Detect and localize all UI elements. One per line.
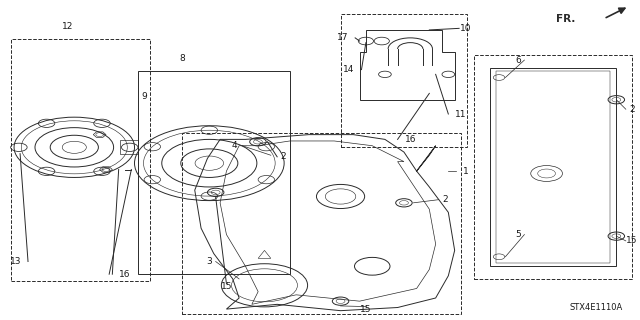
Bar <box>11 39 150 281</box>
Text: 3: 3 <box>207 257 212 266</box>
Text: STX4E1110A: STX4E1110A <box>570 303 623 312</box>
Text: FR.: FR. <box>556 14 575 24</box>
Text: 15: 15 <box>360 305 372 314</box>
Text: 9: 9 <box>141 92 147 101</box>
Text: 11: 11 <box>455 109 467 118</box>
Text: 13: 13 <box>10 257 21 266</box>
Text: 15: 15 <box>627 236 638 245</box>
Bar <box>182 133 461 314</box>
Text: 12: 12 <box>62 22 74 31</box>
Text: 16: 16 <box>404 135 416 144</box>
Text: 16: 16 <box>119 270 131 279</box>
Text: 10: 10 <box>460 24 471 33</box>
Text: 8: 8 <box>179 54 185 63</box>
Bar <box>496 71 610 263</box>
Text: 17: 17 <box>337 33 348 42</box>
Text: 14: 14 <box>343 65 355 74</box>
Bar <box>138 71 290 274</box>
Text: 5: 5 <box>515 230 521 239</box>
Text: 6: 6 <box>515 56 521 65</box>
Text: 2: 2 <box>281 152 286 161</box>
Bar <box>474 55 632 279</box>
Text: 2: 2 <box>442 195 448 204</box>
Text: 15: 15 <box>221 282 232 292</box>
Text: 1: 1 <box>463 167 468 176</box>
Bar <box>490 68 616 266</box>
Bar <box>340 14 467 147</box>
Text: 4: 4 <box>232 141 237 150</box>
Text: 2: 2 <box>629 105 635 114</box>
Bar <box>120 140 138 154</box>
